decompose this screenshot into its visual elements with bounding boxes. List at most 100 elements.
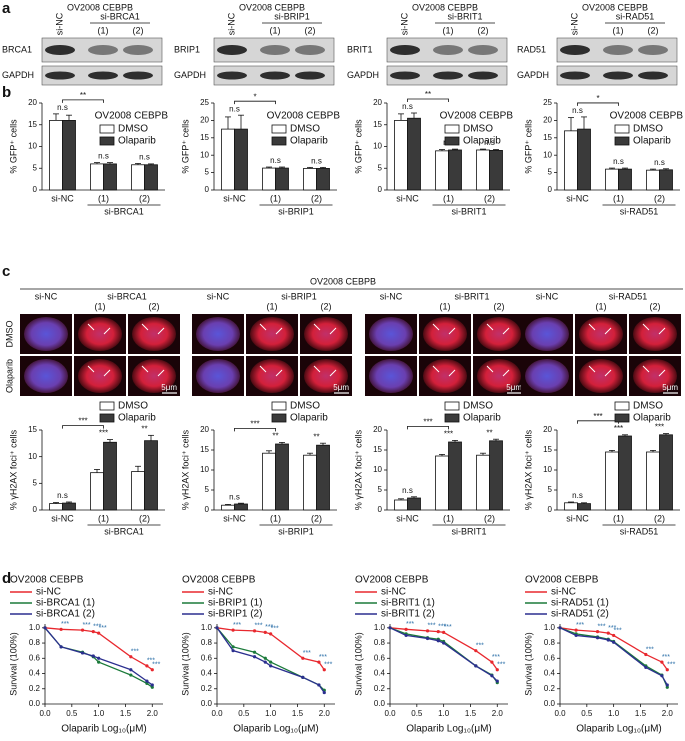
column-label: si-NC [536, 291, 559, 301]
bar [49, 503, 63, 511]
chart-title: OV2008 CEBPB [355, 575, 429, 586]
blot-row-label: GAPDH [174, 70, 206, 80]
bracket-label: *** [250, 420, 259, 429]
lane-label: (1) [270, 25, 281, 35]
arrow [103, 327, 111, 335]
y-tick-label: 5 [378, 163, 383, 172]
point [595, 630, 600, 634]
x-axis-label: Olaparib Log₁₀(μM) [61, 724, 147, 735]
bar [618, 168, 632, 191]
x-tick-label: 2.0 [147, 709, 159, 718]
point [129, 673, 133, 677]
significance: *** [444, 430, 453, 439]
legend-swatch [444, 413, 460, 423]
x-tick-label: (1) [443, 193, 454, 203]
significance: *** [147, 658, 155, 665]
blot-row-label: RAD51 [517, 44, 546, 54]
blot-band [88, 45, 118, 55]
legend-label: si-RAD51 (2) [551, 609, 609, 620]
blot-row-label: GAPDH [2, 70, 34, 80]
chart-title: OV2008 CEBPB [525, 575, 599, 586]
nucleus [24, 317, 68, 351]
point [231, 649, 235, 653]
x-tick-label: (2) [139, 513, 150, 523]
lane-label: (1) [613, 25, 624, 35]
panel-label: c [2, 263, 10, 280]
y-tick-label: 20 [543, 425, 552, 434]
legend-label: DMSO [633, 401, 663, 412]
y-tick-label: 10 [28, 452, 37, 461]
bar [262, 167, 276, 191]
point [574, 633, 578, 638]
bar [103, 441, 117, 511]
point [97, 631, 101, 635]
bar [646, 169, 660, 191]
point [80, 651, 85, 655]
bar [144, 440, 158, 511]
y-tick-label: 15 [373, 445, 382, 454]
bracket [407, 426, 449, 430]
y-tick-label: 5 [548, 485, 553, 494]
point [660, 660, 664, 664]
x-tick-label: si-NC [223, 193, 246, 203]
legend-label: DMSO [463, 401, 493, 412]
significance: n.s [402, 102, 413, 111]
bar [407, 117, 421, 191]
y-tick-label: 0.4 [544, 669, 556, 678]
y-tick-label: 0.2 [544, 684, 556, 693]
y-tick-label: 0 [205, 505, 210, 514]
lane-label: (1) [98, 25, 109, 35]
y-tick-label: 0.8 [544, 638, 556, 647]
bracket-label: * [596, 94, 599, 103]
bar [407, 497, 421, 511]
row-label: Olaparib [4, 359, 14, 393]
significance: *** [99, 429, 108, 438]
bracket-label: *** [593, 412, 602, 421]
y-tick-label: 0 [378, 505, 383, 514]
panel-label: b [2, 84, 11, 101]
y-tick-label: 15 [28, 120, 37, 129]
point [474, 664, 478, 668]
x-tick-label: (1) [613, 193, 624, 203]
point [425, 636, 430, 641]
legend-label: si-BRIP1 (1) [208, 598, 262, 609]
arrow [259, 365, 267, 373]
x-tick-label: (1) [98, 513, 109, 523]
scale-label: 5μm [506, 383, 522, 392]
x-tick-label: si-NC [51, 513, 74, 523]
y-axis-label: Survival (100%) [523, 632, 533, 696]
blot-band [638, 45, 668, 55]
significance: ** [141, 424, 147, 433]
significance: n.s [613, 157, 624, 166]
significance: *** [662, 654, 670, 661]
bar [262, 452, 276, 511]
blot-row-label: BRIT1 [347, 44, 373, 54]
legend-swatch [271, 124, 287, 134]
x-tick-label: 0.5 [66, 709, 78, 718]
significance: *** [265, 624, 273, 631]
significance: *** [271, 626, 279, 633]
y-tick-label: 20 [200, 116, 209, 125]
blot-band [390, 45, 420, 55]
point [442, 641, 446, 645]
legend-swatch [99, 401, 115, 411]
x-tick-label: si-NC [223, 513, 246, 523]
lane-label: (2) [305, 25, 316, 35]
bar [103, 163, 117, 191]
significance: *** [61, 621, 69, 628]
point [595, 636, 600, 640]
y-tick-label: 20 [543, 116, 552, 125]
point [317, 683, 321, 687]
series-line [559, 627, 668, 686]
arrow [141, 323, 149, 331]
y-axis-label: % γH2AX foci⁺ cells [180, 429, 190, 510]
point [263, 660, 267, 664]
point [612, 640, 616, 644]
significance: n.s [654, 158, 665, 167]
legend-label: DMSO [290, 401, 320, 412]
point [269, 632, 273, 636]
x-tick-label: (1) [443, 513, 454, 523]
blot-band [295, 71, 325, 80]
column-label: (1) [596, 301, 607, 311]
arrow [486, 323, 494, 331]
